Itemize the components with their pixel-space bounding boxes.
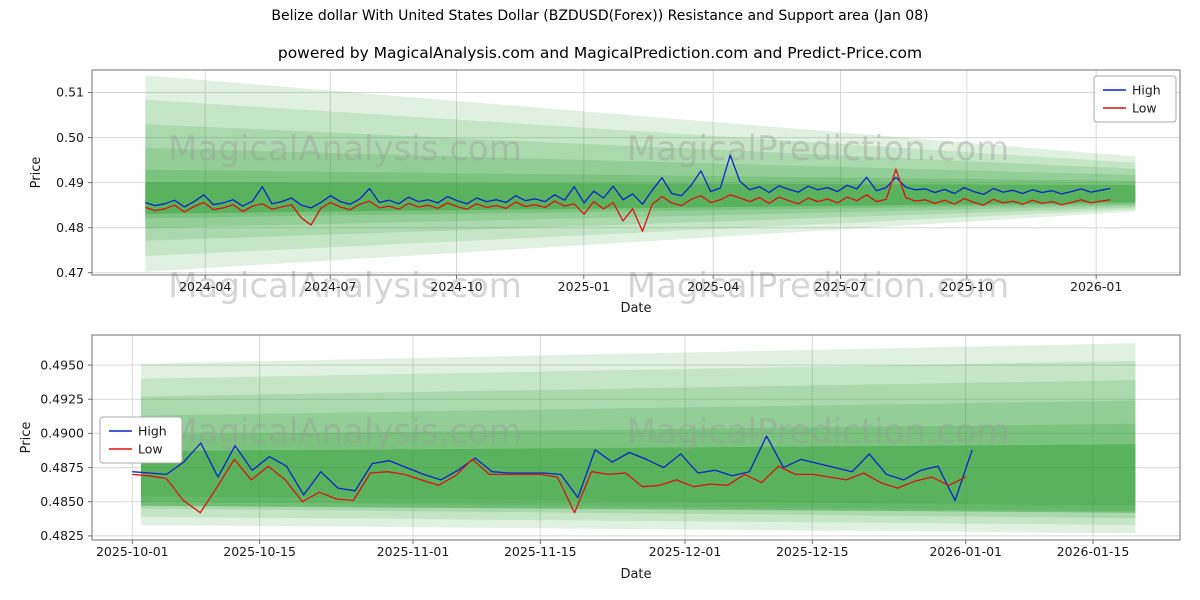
x-tick-label: 2026-01 (1070, 279, 1122, 294)
x-tick-label: 2025-04 (687, 279, 739, 294)
watermark-text: MagicalPrediction.com (627, 266, 1010, 306)
y-tick-label: 0.4950 (40, 357, 84, 372)
x-tick-label: 2025-12-01 (649, 544, 722, 559)
bottom-chart: MagicalAnalysis.com MagicalPrediction.com… (0, 325, 1200, 600)
x-tick-label: 2024-07 (304, 279, 356, 294)
top-chart: MagicalAnalysis.com MagicalPrediction.com… (0, 60, 1200, 315)
watermark-text: MagicalAnalysis.com (168, 129, 522, 169)
x-tick-label: 2025-07 (814, 279, 866, 294)
plot-frame (91, 69, 1181, 276)
y-tick-label: 0.50 (56, 130, 84, 145)
x-tick-label: 2026-01-01 (929, 544, 1002, 559)
top-chart-svg: MagicalAnalysis.com MagicalPrediction.com… (29, 69, 1181, 315)
x-axis-label: Date (620, 301, 651, 315)
y-tick-label: 0.4825 (40, 528, 84, 543)
legend-label: Low (138, 442, 163, 457)
legend-label: High (1132, 83, 1161, 98)
high-price-line (132, 435, 973, 502)
x-tick-label: 2026-01-15 (1057, 544, 1130, 559)
bottom-chart-svg: MagicalAnalysis.com MagicalPrediction.com… (19, 334, 1181, 582)
support-resistance-band (145, 99, 1136, 257)
support-resistance-band (145, 169, 1136, 219)
support-resistance-band (145, 75, 1136, 272)
y-tick-label: 0.4900 (40, 426, 84, 441)
watermark-text: MagicalAnalysis.com (168, 412, 522, 452)
y-axis-label: Price (29, 157, 44, 189)
x-tick-label: 2025-10 (941, 279, 993, 294)
x-tick-label: 2024-10 (430, 279, 482, 294)
x-tick-label: 2025-11-15 (504, 544, 577, 559)
x-tick-label: 2025-11-01 (377, 544, 450, 559)
support-resistance-band (145, 124, 1136, 241)
legend-box (99, 416, 183, 464)
page-subtitle: powered by MagicalAnalysis.com and Magic… (277, 44, 923, 62)
support-resistance-band (141, 423, 1136, 506)
y-tick-label: 0.4850 (40, 494, 84, 509)
y-tick-label: 0.47 (56, 265, 84, 280)
plot-frame (91, 334, 1181, 541)
support-resistance-band (141, 444, 1136, 513)
page-title: Belize dollar With United States Dollar … (271, 8, 929, 24)
watermark-text: MagicalPrediction.com (627, 129, 1010, 169)
watermark-text: MagicalPrediction.com (627, 412, 1010, 452)
y-tick-label: 0.49 (56, 175, 84, 190)
x-axis-label: Date (620, 567, 651, 582)
high-price-line (145, 154, 1111, 209)
low-price-line (145, 168, 1111, 232)
x-tick-label: 2024-04 (179, 279, 231, 294)
support-resistance-band (141, 343, 1136, 534)
x-tick-label: 2025-01 (558, 279, 610, 294)
x-tick-label: 2025-10-01 (96, 544, 169, 559)
support-resistance-band (141, 380, 1136, 519)
y-tick-label: 0.51 (56, 85, 84, 100)
legend-label: High (138, 424, 167, 439)
low-price-line (132, 458, 966, 514)
watermark-text: MagicalAnalysis.com (168, 266, 522, 306)
y-tick-label: 0.4875 (40, 460, 84, 475)
support-resistance-band (145, 147, 1136, 229)
legend-box (1093, 75, 1177, 123)
legend-label: Low (1132, 101, 1157, 116)
support-resistance-band (145, 182, 1136, 214)
y-tick-label: 0.48 (56, 220, 84, 235)
y-tick-label: 0.4925 (40, 391, 84, 406)
x-tick-label: 2025-12-15 (776, 544, 849, 559)
y-axis-label: Price (19, 422, 34, 454)
x-tick-label: 2025-10-15 (223, 544, 296, 559)
